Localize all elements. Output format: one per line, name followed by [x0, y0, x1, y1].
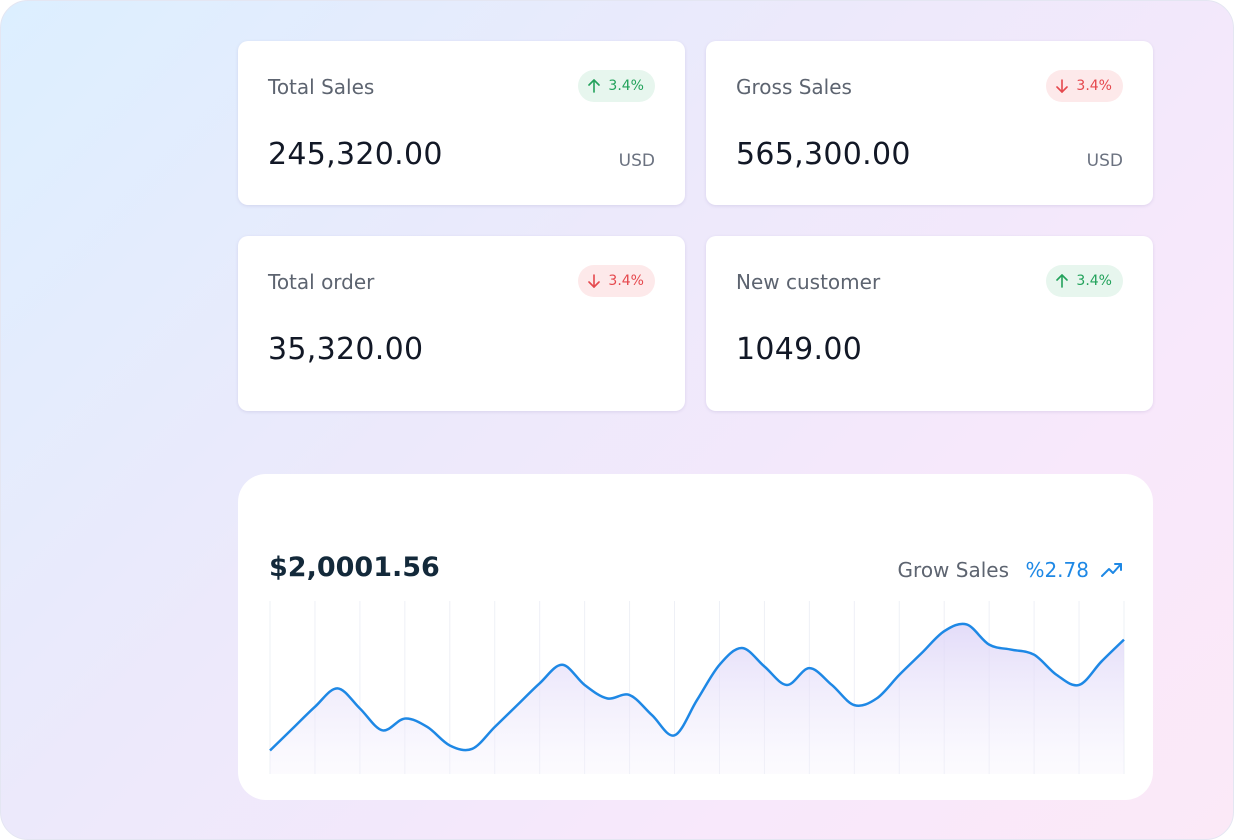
card-value: 245,320.00: [268, 137, 443, 172]
card-label: Gross Sales: [736, 75, 852, 99]
card-value: 1049.00: [736, 332, 863, 367]
card-unit: USD: [618, 151, 655, 171]
chart-card: $2,0001.56 Grow Sales %2.78: [238, 474, 1153, 800]
card-label: Total Sales: [268, 75, 375, 99]
line-chart: [269, 601, 1125, 774]
change-badge: 3.4%: [578, 70, 655, 102]
card-unit: USD: [1086, 151, 1123, 171]
arrow-icon: [588, 274, 601, 288]
change-value: 3.4%: [608, 273, 644, 289]
stat-card: Total Sales 3.4% 245,320.00 USD: [238, 41, 685, 205]
metric-value: %2.78: [1025, 558, 1089, 582]
line: [269, 622, 1125, 752]
card-label: Total order: [268, 270, 375, 294]
change-value: 3.4%: [1076, 78, 1112, 94]
arrow-icon: [1056, 274, 1069, 288]
arrow-icon: [1056, 79, 1069, 93]
trend-icon: [1101, 563, 1122, 577]
change-value: 3.4%: [608, 78, 644, 94]
stat-card: New customer 3.4% 1049.00: [706, 236, 1153, 411]
arrow-icon: [588, 79, 601, 93]
card-label: New customer: [736, 270, 881, 294]
chart-title: $2,0001.56: [269, 552, 440, 583]
card-value: 565,300.00: [736, 137, 911, 172]
area: [270, 623, 1124, 774]
change-badge: 3.4%: [1046, 70, 1123, 102]
change-badge: 3.4%: [578, 265, 655, 297]
stat-card: Gross Sales 3.4% 565,300.00 USD: [706, 41, 1153, 205]
card-value: 35,320.00: [268, 332, 424, 367]
metric-label: Grow Sales: [897, 558, 1009, 582]
change-value: 3.4%: [1076, 273, 1112, 289]
change-badge: 3.4%: [1046, 265, 1123, 297]
stat-card: Total order 3.4% 35,320.00: [238, 236, 685, 411]
